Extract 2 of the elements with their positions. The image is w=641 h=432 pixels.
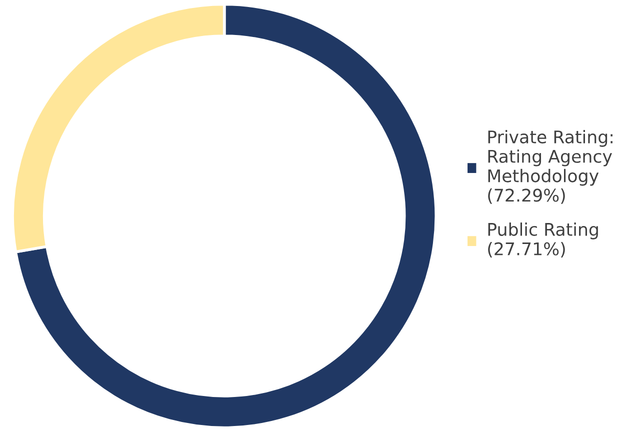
legend-label: Private Rating: Rating Agency Methodology (72.29%) <box>488 130 612 204</box>
legend-label: Public Rating (27.71%) <box>488 222 598 258</box>
